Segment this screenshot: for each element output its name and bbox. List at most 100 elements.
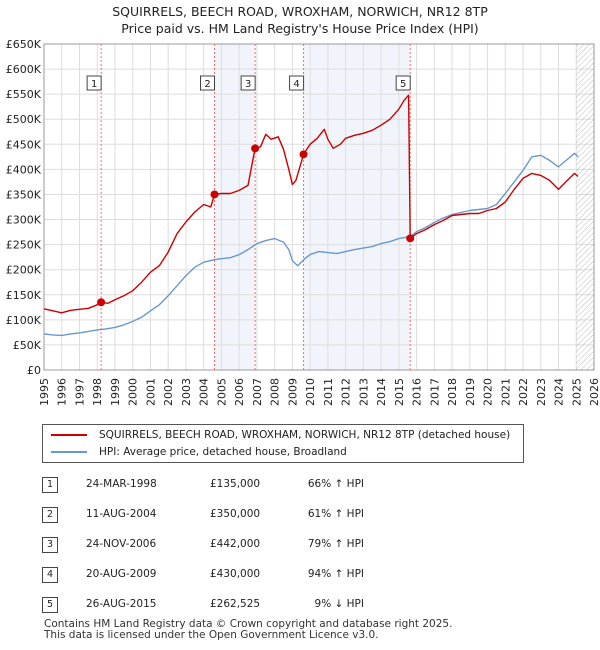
x-tick-label: 2005 bbox=[215, 378, 228, 406]
ownership-shade bbox=[303, 44, 411, 370]
sale-hpi-change: 9% ↓ HPI bbox=[314, 598, 364, 610]
sale-number-label: 1 bbox=[86, 75, 102, 91]
sale-point bbox=[251, 144, 260, 153]
sale-row: 5 26-AUG-2015 £262,525 9% ↓ HPI bbox=[42, 597, 422, 613]
x-tick-label: 1995 bbox=[38, 378, 51, 406]
sale-number-label: 2 bbox=[200, 75, 215, 91]
sale-number-badge: 3 bbox=[42, 537, 58, 553]
sale-price: £350,000 bbox=[210, 508, 261, 520]
sale-price: £135,000 bbox=[210, 478, 261, 490]
sale-number-label: 4 bbox=[289, 75, 305, 91]
sale-point bbox=[210, 190, 219, 199]
footer-copyright: Contains HM Land Registry data © Crown c… bbox=[44, 618, 453, 630]
y-tick-label: £600K bbox=[6, 63, 42, 76]
sale-price: £430,000 bbox=[210, 568, 261, 580]
sale-price: £442,000 bbox=[210, 538, 261, 550]
x-tick-label: 2026 bbox=[588, 378, 600, 406]
x-tick-label: 2024 bbox=[553, 378, 566, 406]
sale-number-text: 3 bbox=[245, 79, 251, 90]
y-tick-label: £250K bbox=[6, 239, 42, 252]
x-tick-label: 2011 bbox=[322, 378, 335, 406]
sale-number-badge: 2 bbox=[42, 507, 58, 523]
sale-price: £262,525 bbox=[210, 598, 261, 610]
x-tick-label: 2002 bbox=[162, 378, 175, 406]
sale-hpi-change: 66% ↑ HPI bbox=[307, 478, 364, 490]
sale-number-badge: 4 bbox=[42, 567, 58, 583]
x-tick-label: 2023 bbox=[535, 378, 548, 406]
sale-number-badge: 5 bbox=[42, 597, 58, 613]
sale-number-text: 1 bbox=[91, 79, 97, 90]
legend-label-price-paid: SQUIRRELS, BEECH ROAD, WROXHAM, NORWICH,… bbox=[99, 429, 511, 441]
series-line-price-paid bbox=[43, 94, 579, 314]
sale-row: 4 20-AUG-2009 £430,000 94% ↑ HPI bbox=[42, 567, 422, 583]
sale-number-label: 3 bbox=[240, 75, 256, 91]
x-tick-label: 2008 bbox=[269, 378, 282, 406]
sale-number-label: 5 bbox=[395, 75, 411, 91]
sale-row: 1 24-MAR-1998 £135,000 66% ↑ HPI bbox=[42, 477, 422, 493]
sale-point bbox=[406, 234, 415, 243]
sale-number-text: 4 bbox=[293, 79, 299, 90]
x-tick-label: 2021 bbox=[499, 378, 512, 406]
future-hatch bbox=[576, 44, 594, 370]
x-tick-label: 2018 bbox=[446, 378, 459, 406]
x-tick-label: 1998 bbox=[91, 378, 104, 406]
sale-hpi-change: 61% ↑ HPI bbox=[307, 508, 364, 520]
y-tick-label: £350K bbox=[6, 188, 42, 201]
sale-row: 2 11-AUG-2004 £350,000 61% ↑ HPI bbox=[42, 507, 422, 523]
sale-row: 3 24-NOV-2006 £442,000 79% ↑ HPI bbox=[42, 537, 422, 553]
y-tick-label: £300K bbox=[6, 214, 42, 227]
legend-swatch-hpi bbox=[51, 451, 87, 453]
sale-number-box bbox=[240, 75, 256, 91]
footer: Contains HM Land Registry data © Crown c… bbox=[44, 619, 452, 641]
sale-hpi-change: 94% ↑ HPI bbox=[307, 568, 364, 580]
y-tick-label: £650K bbox=[6, 38, 42, 51]
x-tick-label: 2019 bbox=[464, 378, 477, 406]
sale-number-box bbox=[200, 75, 215, 91]
x-tick-label: 2000 bbox=[127, 378, 140, 406]
y-tick-label: £50K bbox=[13, 339, 42, 352]
sale-number-box bbox=[86, 75, 102, 91]
sale-number-text: 5 bbox=[400, 79, 406, 90]
y-tick-label: £450K bbox=[6, 138, 42, 151]
x-tick-label: 1999 bbox=[109, 378, 122, 406]
x-tick-label: 2010 bbox=[304, 378, 317, 406]
sale-date: 24-NOV-2006 bbox=[86, 538, 157, 550]
plot-frame bbox=[43, 43, 595, 371]
x-tick-label: 2007 bbox=[251, 378, 264, 406]
sale-number-text: 2 bbox=[204, 79, 210, 90]
x-tick-label: 2004 bbox=[198, 378, 211, 406]
series-line-hpi bbox=[43, 152, 579, 337]
sale-point bbox=[299, 150, 308, 159]
x-tick-label: 2009 bbox=[286, 378, 299, 406]
sale-date: 26-AUG-2015 bbox=[86, 598, 157, 610]
legend-label-hpi: HPI: Average price, detached house, Broa… bbox=[99, 446, 347, 458]
x-tick-label: 2017 bbox=[428, 378, 441, 406]
y-tick-label: £150K bbox=[6, 289, 42, 302]
y-tick-label: £400K bbox=[6, 163, 42, 176]
sale-number-badge: 1 bbox=[42, 477, 58, 493]
y-tick-label: £500K bbox=[6, 113, 42, 126]
sale-date: 11-AUG-2004 bbox=[86, 508, 157, 520]
x-tick-label: 2014 bbox=[375, 378, 388, 406]
x-tick-label: 2001 bbox=[144, 378, 157, 406]
y-tick-label: £0 bbox=[27, 364, 41, 377]
sale-date: 24-MAR-1998 bbox=[86, 478, 157, 490]
y-tick-label: £550K bbox=[6, 88, 42, 101]
sale-point bbox=[97, 298, 106, 307]
x-tick-label: 2016 bbox=[411, 378, 424, 406]
sale-number-box bbox=[395, 75, 411, 91]
chart-title: SQUIRRELS, BEECH ROAD, WROXHAM, NORWICH,… bbox=[0, 3, 600, 37]
x-tick-label: 2015 bbox=[393, 378, 406, 406]
y-tick-label: £200K bbox=[6, 264, 42, 277]
ownership-shade bbox=[214, 44, 256, 370]
x-tick-label: 2020 bbox=[482, 378, 495, 406]
legend: SQUIRRELS, BEECH ROAD, WROXHAM, NORWICH,… bbox=[42, 424, 524, 463]
x-tick-label: 2012 bbox=[340, 378, 353, 406]
chart-title-line-1: SQUIRRELS, BEECH ROAD, WROXHAM, NORWICH,… bbox=[112, 4, 488, 19]
sale-number-box bbox=[289, 75, 305, 91]
x-tick-label: 2003 bbox=[180, 378, 193, 406]
x-tick-label: 2013 bbox=[357, 378, 370, 406]
x-tick-label: 1996 bbox=[56, 378, 69, 406]
footer-licence: This data is licensed under the Open Gov… bbox=[44, 629, 379, 641]
price-chart: £0 £50K £100K £150K £200K £250K £300K £350K £400… bbox=[6, 38, 600, 406]
